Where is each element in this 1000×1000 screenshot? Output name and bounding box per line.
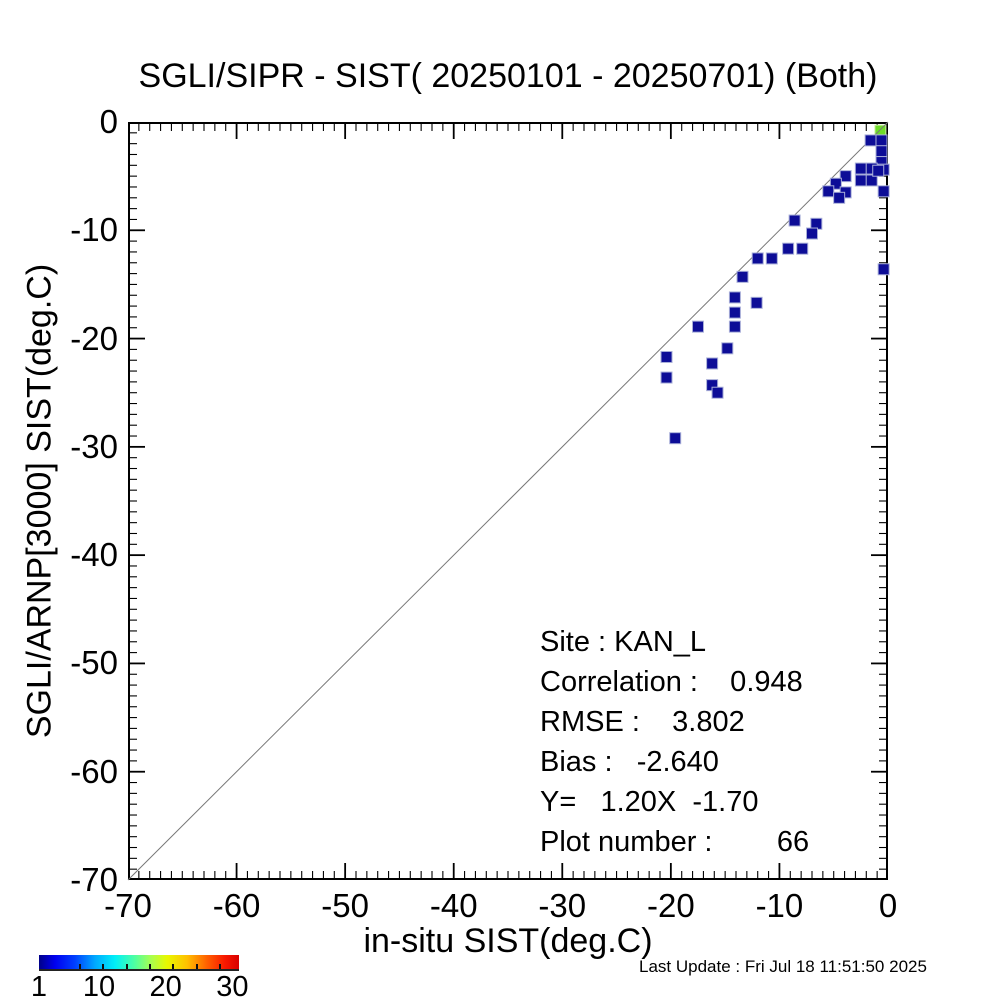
data-point bbox=[854, 162, 867, 175]
data-point bbox=[728, 320, 741, 333]
data-point bbox=[711, 386, 724, 399]
colorbar-label: 20 bbox=[149, 971, 182, 1000]
data-point bbox=[728, 291, 741, 304]
colorbar-label: 30 bbox=[216, 971, 249, 1000]
y-axis-title: SGLI/ARNP[3000] SIST(deg.C) bbox=[20, 263, 59, 739]
colorbar-tick bbox=[195, 964, 198, 969]
data-point bbox=[660, 350, 673, 363]
stats-regression: Y= 1.20X -1.70 bbox=[540, 786, 759, 818]
colorbar-label: 1 bbox=[30, 971, 48, 1000]
data-point bbox=[822, 185, 835, 198]
density-colorbar bbox=[39, 955, 239, 971]
colorbar-tick bbox=[79, 964, 81, 969]
colorbar-tick bbox=[102, 964, 105, 969]
data-point bbox=[782, 242, 795, 255]
colorbar-tick bbox=[219, 964, 221, 969]
x-axis-title: in-situ SIST(deg.C) bbox=[363, 922, 653, 960]
data-point bbox=[833, 191, 846, 204]
colorbar-tick bbox=[149, 964, 151, 969]
data-point bbox=[660, 371, 673, 384]
identity-line bbox=[127, 121, 889, 881]
last-update-note: Last Update : Fri Jul 18 11:51:50 2025 bbox=[639, 957, 927, 976]
plot-area bbox=[127, 121, 890, 881]
x-tick-label: -60 bbox=[212, 887, 261, 924]
data-point bbox=[829, 177, 842, 190]
data-point bbox=[854, 174, 867, 187]
colorbar-tick bbox=[172, 964, 175, 969]
x-tick-label: -40 bbox=[429, 887, 478, 924]
y-tick-label: -60 bbox=[70, 752, 118, 790]
data-point bbox=[806, 227, 818, 240]
data-point bbox=[877, 263, 890, 276]
data-point bbox=[864, 134, 877, 147]
stats-correlation: Correlation : 0.948 bbox=[540, 666, 803, 698]
data-point bbox=[875, 134, 888, 147]
stats-bias: Bias : -2.640 bbox=[540, 746, 719, 778]
colorbar-label: 10 bbox=[82, 971, 116, 1000]
x-tick-label: -20 bbox=[646, 887, 695, 924]
data-point bbox=[736, 270, 749, 283]
data-point bbox=[788, 214, 801, 227]
chart-title: SGLI/SIPR - SIST( 20250101 - 20250701) (… bbox=[138, 57, 878, 95]
y-tick-label: -20 bbox=[70, 319, 118, 357]
x-tick-label: -30 bbox=[538, 887, 587, 924]
x-tick-label: -10 bbox=[755, 887, 804, 924]
y-tick-label: 0 bbox=[99, 103, 118, 140]
axes-frame bbox=[128, 122, 888, 880]
data-point bbox=[796, 242, 809, 255]
stats-site: Site : KAN_L bbox=[540, 626, 707, 658]
data-point bbox=[877, 185, 890, 198]
data-point bbox=[692, 320, 704, 333]
y-tick-label: -30 bbox=[70, 427, 118, 465]
data-point bbox=[721, 342, 734, 355]
y-tick-label: -40 bbox=[70, 536, 118, 574]
x-tick-label: -50 bbox=[321, 887, 369, 924]
data-point bbox=[751, 252, 764, 265]
data-point bbox=[669, 432, 682, 445]
data-point bbox=[765, 252, 778, 265]
stats-block: Site : KAN_L Correlation : 0.948 RMSE : … bbox=[540, 622, 809, 862]
data-point bbox=[728, 306, 741, 319]
data-point bbox=[706, 357, 719, 370]
data-point bbox=[750, 296, 763, 309]
data-point bbox=[872, 164, 885, 177]
x-tick-label: 0 bbox=[878, 887, 898, 924]
x-tick-label: -70 bbox=[104, 887, 152, 924]
data-point bbox=[865, 174, 878, 187]
stats-rmse: RMSE : 3.802 bbox=[540, 706, 745, 738]
colorbar-tick bbox=[125, 964, 128, 969]
stats-plot-number: Plot number : 66 bbox=[540, 826, 810, 858]
y-tick-label: -70 bbox=[70, 861, 118, 898]
data-point bbox=[839, 170, 852, 183]
y-tick-label: -10 bbox=[70, 211, 118, 249]
y-tick-label: -50 bbox=[70, 644, 118, 682]
data-point bbox=[875, 145, 888, 158]
